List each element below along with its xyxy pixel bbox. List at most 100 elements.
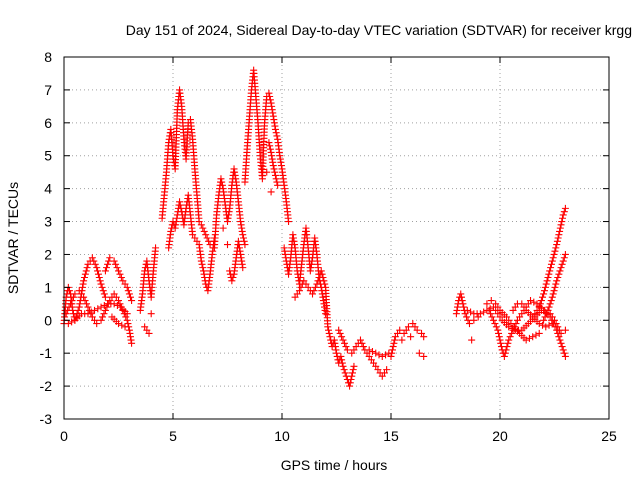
- data-point: [509, 326, 517, 334]
- data-point: [391, 336, 399, 344]
- data-point: [90, 257, 98, 265]
- data-point: [106, 254, 114, 262]
- data-point: [487, 297, 495, 305]
- data-point: [535, 320, 543, 328]
- data-point: [271, 168, 279, 176]
- data-point: [87, 308, 95, 316]
- data-point: [368, 348, 376, 356]
- data-point: [338, 359, 346, 367]
- data-point: [529, 333, 537, 341]
- data-point: [554, 234, 562, 242]
- data-point: [525, 334, 533, 342]
- data-point: [202, 231, 210, 239]
- chart-title: Day 151 of 2024, Sidereal Day-to-day VTE…: [126, 22, 632, 38]
- data-point: [557, 339, 565, 347]
- data-point: [463, 313, 471, 321]
- data-point: [506, 333, 514, 341]
- data-point: [229, 273, 237, 281]
- x-tick-label: 20: [492, 428, 508, 444]
- data-point: [97, 303, 105, 311]
- data-point: [553, 326, 561, 334]
- data-point: [88, 254, 96, 262]
- data-point: [101, 293, 109, 301]
- data-point: [346, 379, 354, 387]
- data-point: [115, 267, 122, 275]
- data-point: [113, 264, 121, 272]
- data-point: [82, 267, 90, 275]
- data-point: [485, 306, 493, 314]
- data-point: [468, 336, 476, 344]
- data-point: [314, 277, 322, 285]
- y-tick-label: 8: [44, 49, 52, 65]
- data-point: [68, 318, 76, 326]
- data-point: [101, 267, 109, 275]
- data-point: [118, 321, 126, 329]
- data-point: [557, 221, 565, 229]
- data-point: [553, 277, 561, 285]
- data-point: [556, 224, 564, 232]
- data-point: [205, 237, 213, 245]
- data-point: [265, 139, 273, 147]
- x-tick-label: 5: [169, 428, 177, 444]
- data-point: [325, 326, 333, 334]
- data-point: [336, 329, 344, 337]
- data-point: [69, 293, 77, 301]
- data-point: [269, 162, 277, 170]
- data-point: [145, 329, 153, 337]
- data-point: [117, 273, 125, 281]
- x-tick-label: 10: [274, 428, 290, 444]
- data-point: [556, 336, 564, 344]
- data-point: [122, 313, 130, 321]
- data-point: [68, 297, 76, 305]
- data-point: [495, 329, 503, 337]
- data-point: [65, 303, 73, 311]
- data-point: [218, 181, 226, 189]
- data-point: [115, 297, 122, 305]
- data-point: [110, 300, 118, 308]
- data-point: [558, 343, 566, 351]
- data-point: [343, 346, 351, 354]
- data-point: [553, 241, 561, 249]
- data-point: [340, 339, 348, 347]
- data-point: [95, 273, 103, 281]
- data-point: [324, 323, 332, 331]
- data-point: [97, 280, 105, 288]
- data-point: [100, 301, 108, 309]
- data-point: [554, 273, 562, 281]
- data-point: [552, 280, 560, 288]
- data-point: [560, 349, 568, 357]
- data-point: [388, 349, 396, 357]
- data-point: [200, 227, 208, 235]
- data-point: [74, 306, 82, 314]
- data-point: [104, 260, 112, 268]
- data-point: [81, 297, 89, 305]
- data-point: [559, 257, 567, 265]
- data-point: [555, 231, 563, 239]
- axis-ticks: [63, 56, 610, 420]
- data-point: [97, 316, 105, 324]
- data-point: [559, 346, 567, 354]
- data-point: [537, 297, 545, 305]
- data-point: [271, 125, 279, 133]
- data-point: [285, 218, 293, 226]
- data-point: [561, 250, 569, 258]
- data-point: [339, 336, 347, 344]
- data-point: [532, 331, 540, 339]
- data-point: [500, 352, 508, 360]
- data-point: [356, 336, 364, 344]
- data-point: [91, 306, 99, 314]
- data-point: [545, 303, 553, 311]
- data-point: [511, 323, 519, 331]
- data-point: [337, 352, 345, 360]
- data-point: [341, 369, 349, 377]
- data-point: [558, 218, 566, 226]
- data-point: [415, 349, 423, 357]
- data-point: [512, 320, 520, 328]
- data-point: [547, 297, 555, 305]
- data-point: [398, 336, 406, 344]
- data-point: [338, 333, 346, 341]
- data-point: [488, 313, 496, 321]
- data-point: [508, 329, 516, 337]
- data-point: [340, 366, 348, 374]
- data-point: [396, 326, 404, 334]
